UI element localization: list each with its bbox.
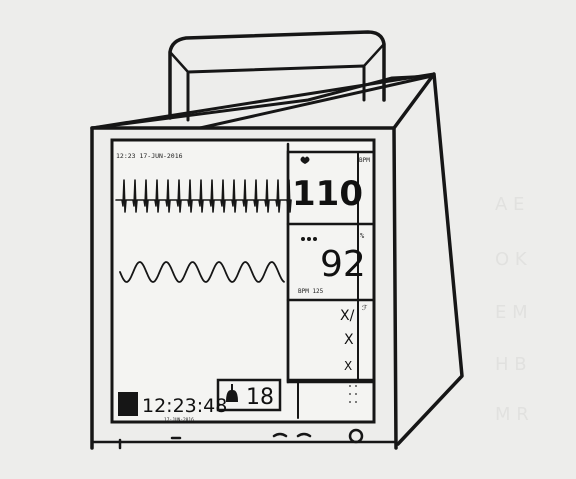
lungs-icon bbox=[226, 384, 238, 402]
front-controls bbox=[118, 428, 364, 450]
svg-text:H B: H B bbox=[495, 354, 527, 375]
nibp-mark-1: X/ bbox=[340, 308, 355, 324]
status-dots bbox=[349, 385, 357, 403]
svg-text:O K: O K bbox=[495, 249, 528, 270]
screen bbox=[110, 138, 376, 424]
respiration-panel: 18 bbox=[216, 378, 282, 412]
clock-date: 17-JUN-2016 bbox=[164, 417, 194, 423]
heart-icon bbox=[300, 156, 310, 164]
pleth-trace bbox=[119, 261, 285, 283]
nibp-panel: X/ X X ℱ bbox=[340, 304, 368, 373]
spo2-sub-label: BPM 125 bbox=[298, 288, 324, 295]
handle bbox=[168, 30, 386, 122]
heart-rate-panel: 110 BPM bbox=[292, 156, 370, 214]
svg-text:M R: M R bbox=[495, 404, 529, 425]
clock-time: 12:23:48 bbox=[142, 395, 227, 417]
power-knob bbox=[348, 428, 364, 444]
svg-text:E M: E M bbox=[495, 302, 528, 323]
status-block bbox=[118, 392, 138, 416]
pulse-dots-icon bbox=[301, 237, 317, 241]
respiration-value: 18 bbox=[246, 385, 274, 410]
svg-text:A E: A E bbox=[495, 194, 524, 215]
spo2-unit: % bbox=[360, 232, 365, 240]
spo2-panel: 92 BPM 125 % bbox=[298, 232, 366, 295]
nibp-mark-2: X bbox=[344, 332, 354, 348]
heart-rate-unit: BPM bbox=[359, 157, 370, 164]
monitor-body bbox=[90, 72, 464, 450]
clock-panel: 12:23:48 17-JUN-2016 bbox=[118, 392, 227, 423]
background-noise: A E O K E M H B M R bbox=[495, 194, 529, 425]
svg-text:ℱ: ℱ bbox=[362, 304, 368, 312]
spo2-value: 92 bbox=[320, 244, 366, 285]
nibp-mark-3: X bbox=[344, 359, 352, 373]
screen-header: 12:23 17-JUN-2016 bbox=[116, 152, 183, 160]
ecg-trace bbox=[115, 179, 292, 213]
heart-rate-value: 110 bbox=[292, 174, 363, 214]
